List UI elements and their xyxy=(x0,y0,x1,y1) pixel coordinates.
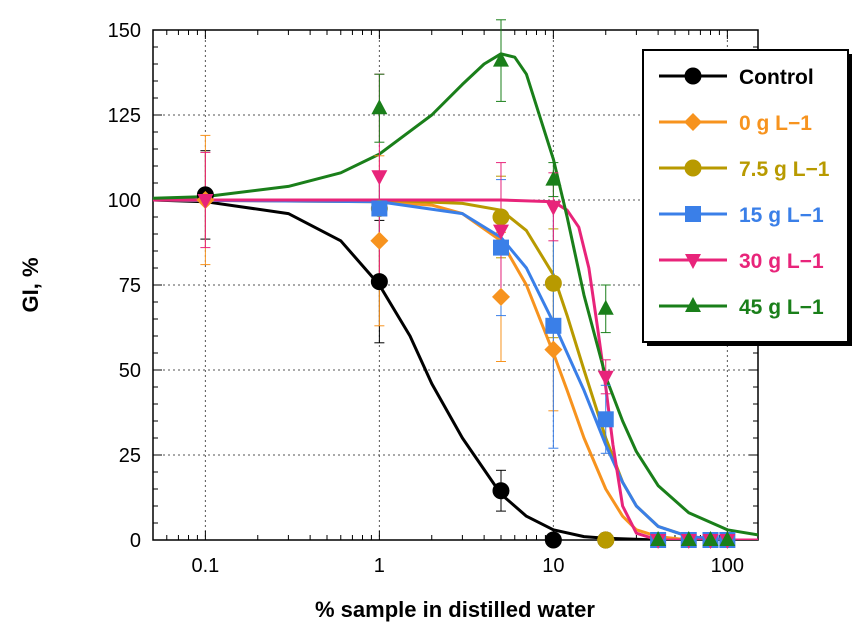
y-axis-title: GI, % xyxy=(18,257,43,312)
series-5-point xyxy=(680,531,697,546)
series-5-point xyxy=(597,299,614,315)
axis-ticks xyxy=(153,29,758,541)
series-5-curve xyxy=(153,52,758,537)
y-tick-label: 125 xyxy=(108,105,141,127)
y-tick-labels: 0 25 50 75 100 125 150 xyxy=(108,20,141,552)
series-0-curve xyxy=(153,198,758,540)
x-tick-label: 100 xyxy=(711,555,744,577)
x-tick-label: 10 xyxy=(542,555,564,577)
legend-box xyxy=(642,49,849,343)
legend-marker xyxy=(685,297,701,312)
legend-label: 45 g L−1 xyxy=(739,296,824,319)
series-3-curve xyxy=(153,198,758,540)
series-4-point xyxy=(597,370,614,386)
series-5-point xyxy=(492,51,509,67)
legend-marker xyxy=(684,113,702,131)
series-0-point xyxy=(492,482,510,500)
series-0-point xyxy=(370,273,388,291)
x-tick-label: 0.1 xyxy=(191,555,219,577)
legend-label: 0 g L−1 xyxy=(739,112,812,135)
series-5-point xyxy=(650,531,667,546)
legend-marker xyxy=(685,254,701,269)
series-4-point xyxy=(371,170,388,186)
series-5-point xyxy=(545,170,562,186)
series-1-point xyxy=(491,287,510,306)
series-3-point xyxy=(597,411,614,428)
series-3-point xyxy=(545,317,562,334)
legend-marker xyxy=(684,159,702,177)
series-1-point xyxy=(544,340,563,359)
y-tick-label: 25 xyxy=(119,445,141,467)
legend-label: 15 g L−1 xyxy=(739,204,824,227)
legend-marker xyxy=(685,206,701,222)
y-tick-label: 75 xyxy=(119,275,141,297)
legend-label: Control xyxy=(739,66,814,89)
y-tick-label: 50 xyxy=(119,360,141,382)
series-3-point xyxy=(371,200,388,217)
data-points xyxy=(196,51,736,549)
legend-label: 7.5 g L−1 xyxy=(739,158,830,181)
series-5-point xyxy=(719,531,736,546)
series-3-point xyxy=(492,239,509,256)
x-tick-label: 1 xyxy=(374,555,385,577)
y-tick-label: 100 xyxy=(108,190,141,212)
series-4-point xyxy=(197,194,214,209)
x-tick-labels: 0.1 1 10 100 xyxy=(191,555,744,577)
series-4-point xyxy=(492,224,509,240)
series-2-point xyxy=(544,274,562,292)
series-5-point xyxy=(371,99,388,115)
series-4-point xyxy=(545,200,562,216)
legend: Control 0 g L−1 7.5 g L−1 15 g L−1 30 g L−1 4… xyxy=(642,49,852,346)
series-1-point xyxy=(370,231,389,250)
legend-marker xyxy=(684,67,702,85)
y-tick-label: 150 xyxy=(108,20,141,42)
series-0-point xyxy=(544,531,562,549)
legend-label: 30 g L−1 xyxy=(739,250,824,273)
series-2-point xyxy=(597,531,615,549)
series-2-point xyxy=(492,208,510,226)
y-tick-label: 0 xyxy=(130,530,141,552)
series-1-curve xyxy=(153,198,758,540)
series-5-point xyxy=(702,531,719,546)
x-axis-title: % sample in distilled water xyxy=(315,597,595,622)
